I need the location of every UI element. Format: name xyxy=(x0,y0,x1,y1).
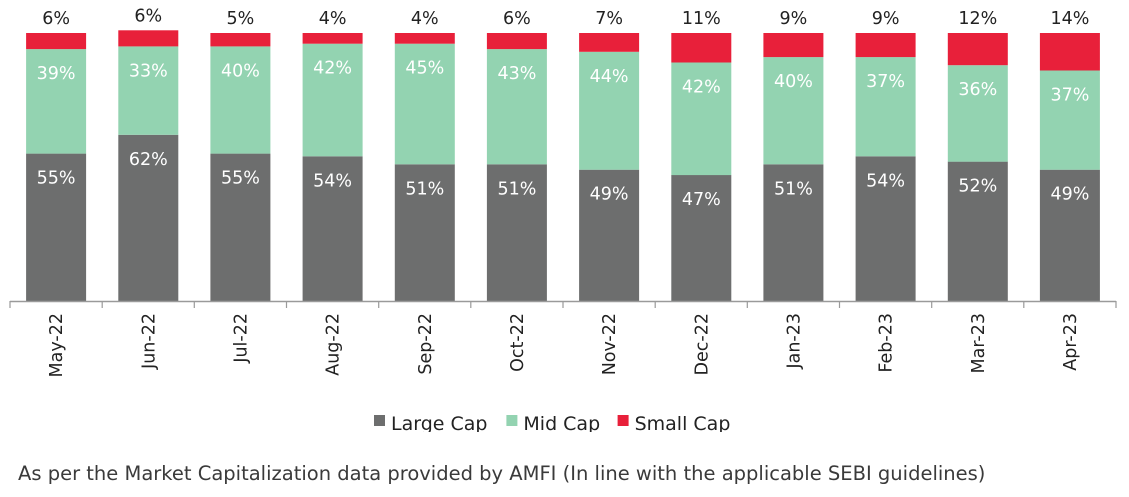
bar-large-cap-feb-23 xyxy=(855,156,916,301)
bar-small-cap-nov-22 xyxy=(579,33,640,52)
bar-large-cap-jun-22 xyxy=(118,134,179,301)
legend-swatch-mid-cap xyxy=(506,415,518,426)
data-label-small-cap-may-22: 6% xyxy=(42,9,70,29)
data-label-mid-cap-nov-22: 44% xyxy=(590,67,629,87)
data-label-small-cap-mar-23: 12% xyxy=(958,9,997,29)
bar-mid-cap-apr-23 xyxy=(1039,70,1100,170)
tick-label-mar-23: Mar-23 xyxy=(969,313,989,373)
bar-mid-cap-jan-23 xyxy=(763,57,824,165)
data-label-mid-cap-sep-22: 45% xyxy=(405,59,444,79)
bar-large-cap-apr-23 xyxy=(1039,169,1100,301)
bar-small-cap-oct-22 xyxy=(486,33,547,50)
bar-small-cap-may-22 xyxy=(26,33,87,50)
legend-label-mid-cap: Mid Cap xyxy=(523,413,600,432)
bar-large-cap-sep-22 xyxy=(394,164,455,301)
data-label-mid-cap-dec-22: 42% xyxy=(682,78,721,98)
data-label-small-cap-jun-22: 6% xyxy=(134,6,162,26)
bar-mid-cap-sep-22 xyxy=(394,43,455,165)
data-label-large-cap-mar-23: 52% xyxy=(958,177,997,197)
data-label-large-cap-jan-23: 51% xyxy=(774,179,813,199)
bar-large-cap-may-22 xyxy=(26,153,87,301)
stacked-bar-chart: 55% 39% 6% 62% 33% 6% 55% 40% 5% 54% 42% 4% 51% 45% 4%… xyxy=(9,6,1117,432)
bar-mid-cap-nov-22 xyxy=(579,51,640,170)
bar-small-cap-mar-23 xyxy=(947,33,1008,66)
bar-mid-cap-mar-23 xyxy=(947,65,1008,162)
bar-small-cap-feb-23 xyxy=(855,33,916,58)
data-label-large-cap-nov-22: 49% xyxy=(590,185,629,205)
data-label-mid-cap-feb-23: 37% xyxy=(866,72,905,92)
tick-label-may-22: May-22 xyxy=(47,313,67,377)
data-label-large-cap-feb-23: 54% xyxy=(866,171,905,191)
data-label-large-cap-may-22: 55% xyxy=(37,169,76,189)
tick-label-sep-22: Sep-22 xyxy=(416,313,436,375)
tick-label-dec-22: Dec-22 xyxy=(692,313,712,375)
bar-large-cap-jan-23 xyxy=(763,164,824,301)
data-label-mid-cap-may-22: 39% xyxy=(37,64,76,84)
data-label-large-cap-jul-22: 55% xyxy=(221,169,260,189)
tick-label-aug-22: Aug-22 xyxy=(324,313,344,376)
tick-label-jun-22: Jun-22 xyxy=(139,313,159,370)
data-label-mid-cap-oct-22: 43% xyxy=(497,64,536,84)
chart-area: 55% 39% 6% 62% 33% 6% 55% 40% 5% 54% 42% 4% 51% 45% 4%… xyxy=(9,6,1117,432)
bar-mid-cap-may-22 xyxy=(26,49,87,154)
data-label-small-cap-jan-23: 9% xyxy=(780,9,808,29)
data-label-large-cap-oct-22: 51% xyxy=(497,179,536,199)
legend-label-large-cap: Large Cap xyxy=(391,413,487,432)
data-label-mid-cap-mar-23: 36% xyxy=(958,80,997,100)
data-label-small-cap-nov-22: 7% xyxy=(595,9,623,29)
bar-mid-cap-dec-22 xyxy=(671,62,732,176)
bar-large-cap-mar-23 xyxy=(947,161,1008,301)
data-label-small-cap-feb-23: 9% xyxy=(872,9,900,29)
bar-large-cap-jul-22 xyxy=(210,153,271,301)
bar-small-cap-sep-22 xyxy=(394,33,455,44)
data-label-large-cap-jun-22: 62% xyxy=(129,150,168,170)
data-label-large-cap-sep-22: 51% xyxy=(405,179,444,199)
bar-small-cap-jul-22 xyxy=(210,33,271,47)
legend-swatch-small-cap xyxy=(617,415,629,426)
bar-small-cap-aug-22 xyxy=(302,33,363,44)
bar-large-cap-aug-22 xyxy=(302,156,363,301)
tick-label-jan-23: Jan-23 xyxy=(784,313,804,370)
data-label-small-cap-oct-22: 6% xyxy=(503,9,531,29)
bar-mid-cap-jun-22 xyxy=(118,46,179,135)
data-label-mid-cap-jul-22: 40% xyxy=(221,61,260,81)
data-label-large-cap-aug-22: 54% xyxy=(313,171,352,191)
bar-small-cap-dec-22 xyxy=(671,33,732,63)
data-label-large-cap-dec-22: 47% xyxy=(682,190,721,210)
bar-mid-cap-aug-22 xyxy=(302,43,363,157)
bar-small-cap-jan-23 xyxy=(763,33,824,58)
bar-large-cap-nov-22 xyxy=(579,169,640,301)
legend-swatch-large-cap xyxy=(374,415,385,426)
bar-small-cap-jun-22 xyxy=(118,30,179,47)
bar-mid-cap-oct-22 xyxy=(486,49,547,165)
data-label-small-cap-sep-22: 4% xyxy=(411,9,439,29)
tick-label-feb-23: Feb-23 xyxy=(877,313,897,373)
bar-large-cap-oct-22 xyxy=(486,164,547,301)
bar-large-cap-dec-22 xyxy=(671,175,732,301)
tick-label-oct-22: Oct-22 xyxy=(508,313,528,372)
data-label-small-cap-jul-22: 5% xyxy=(227,9,255,29)
data-label-mid-cap-aug-22: 42% xyxy=(313,59,352,79)
data-label-large-cap-apr-23: 49% xyxy=(1050,185,1089,205)
tick-label-jul-22: Jul-22 xyxy=(231,313,251,364)
tick-label-apr-23: Apr-23 xyxy=(1061,313,1081,371)
data-label-small-cap-apr-23: 14% xyxy=(1050,9,1089,29)
footnote: As per the Market Capitalization data pr… xyxy=(18,462,986,485)
bar-small-cap-apr-23 xyxy=(1039,33,1100,71)
bar-mid-cap-jul-22 xyxy=(210,46,271,154)
tick-label-nov-22: Nov-22 xyxy=(600,313,620,375)
data-label-mid-cap-jan-23: 40% xyxy=(774,72,813,92)
legend-label-small-cap: Small Cap xyxy=(635,413,731,432)
data-label-small-cap-dec-22: 11% xyxy=(682,9,721,29)
bar-mid-cap-feb-23 xyxy=(855,57,916,157)
data-label-mid-cap-jun-22: 33% xyxy=(129,61,168,81)
data-label-small-cap-aug-22: 4% xyxy=(319,9,347,29)
data-label-mid-cap-apr-23: 37% xyxy=(1050,86,1089,106)
